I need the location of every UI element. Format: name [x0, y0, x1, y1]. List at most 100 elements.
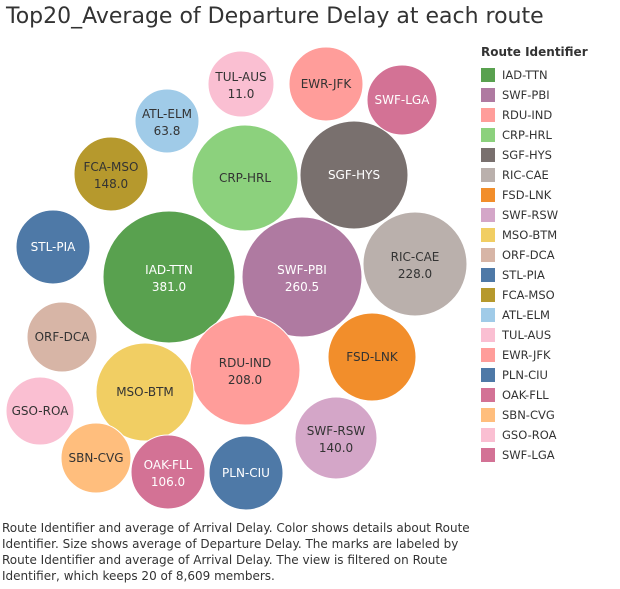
- legend-label: STL-PIA: [502, 268, 545, 282]
- legend-swatch: [481, 148, 495, 162]
- legend-item[interactable]: SWF-PBI: [481, 85, 616, 105]
- bubble-route-label: RDU-IND: [219, 356, 271, 370]
- legend-label: SWF-RSW: [502, 208, 559, 222]
- legend: Route Identifier IAD-TTN SWF-PBI RDU-IND CR…: [481, 45, 616, 465]
- legend-label: RIC-CAE: [502, 168, 549, 182]
- bubble-route-label: PLN-CIU: [222, 466, 270, 480]
- bubble-route-label: STL-PIA: [31, 240, 77, 254]
- legend-swatch: [481, 368, 495, 382]
- legend-swatch: [481, 228, 495, 242]
- legend-swatch: [481, 428, 495, 442]
- legend-swatch: [481, 288, 495, 302]
- bubble-route-label: SWF-PBI: [277, 263, 327, 277]
- legend-title: Route Identifier: [481, 45, 588, 59]
- legend-label: SWF-LGA: [502, 448, 555, 462]
- legend-swatch: [481, 328, 495, 342]
- bubble-value-label: 106.0: [151, 475, 185, 489]
- legend-label: OAK-FLL: [502, 388, 549, 402]
- bubble-route-label: GSO-ROA: [12, 404, 70, 418]
- bubble-mso-btm[interactable]: [95, 342, 195, 442]
- bubble-iad-ttn[interactable]: [102, 210, 236, 344]
- legend-item[interactable]: EWR-JFK: [481, 345, 616, 365]
- legend-swatch: [481, 448, 495, 462]
- bubble-gso-roa[interactable]: [5, 376, 75, 446]
- legend-label: FSD-LNK: [502, 188, 552, 202]
- legend-swatch: [481, 188, 495, 202]
- legend-label: CRP-HRL: [502, 128, 552, 142]
- chart-title: Top20_Average of Departure Delay at each…: [6, 4, 544, 29]
- bubble-sbn-cvg[interactable]: [60, 422, 132, 494]
- bubble-rdu-ind[interactable]: [189, 314, 301, 426]
- bubble-crp-hrl[interactable]: [191, 124, 299, 232]
- legend-item[interactable]: SWF-LGA: [481, 445, 616, 465]
- legend-swatch: [481, 408, 495, 422]
- bubble-route-label: IAD-TTN: [145, 263, 193, 277]
- bubble-oak-fll[interactable]: [130, 434, 206, 510]
- legend-label: SBN-CVG: [502, 408, 555, 422]
- legend-swatch: [481, 208, 495, 222]
- bubble-route-label: ATL-ELM: [142, 107, 192, 121]
- legend-item[interactable]: SBN-CVG: [481, 405, 616, 425]
- bubble-stl-pia[interactable]: [15, 209, 91, 285]
- legend-item[interactable]: STL-PIA: [481, 265, 616, 285]
- legend-label: IAD-TTN: [502, 68, 548, 82]
- bubble-route-label: SWF-RSW: [307, 424, 366, 438]
- legend-item[interactable]: RDU-IND: [481, 105, 616, 125]
- bubble-route-label: EWR-JFK: [301, 77, 353, 91]
- legend-item[interactable]: GSO-ROA: [481, 425, 616, 445]
- legend-item[interactable]: IAD-TTN: [481, 65, 616, 85]
- bubble-swf-lga[interactable]: [366, 64, 438, 136]
- legend-item[interactable]: FCA-MSO: [481, 285, 616, 305]
- bubble-route-label: FSD-LNK: [346, 350, 399, 364]
- bubble-fca-mso[interactable]: [73, 136, 149, 212]
- legend-item[interactable]: MSO-BTM: [481, 225, 616, 245]
- legend-swatch: [481, 68, 495, 82]
- bubble-value-label: 140.0: [319, 441, 353, 455]
- bubble-orf-dca[interactable]: [26, 301, 98, 373]
- legend-label: SGF-HYS: [502, 148, 552, 162]
- legend-swatch: [481, 268, 495, 282]
- bubble-route-label: CRP-HRL: [219, 171, 271, 185]
- legend-item[interactable]: ORF-DCA: [481, 245, 616, 265]
- legend-item[interactable]: SWF-RSW: [481, 205, 616, 225]
- bubble-fsd-lnk[interactable]: [327, 312, 417, 402]
- legend-item[interactable]: RIC-CAE: [481, 165, 616, 185]
- bubble-route-label: RIC-CAE: [391, 250, 440, 264]
- legend-item[interactable]: SGF-HYS: [481, 145, 616, 165]
- legend-item[interactable]: FSD-LNK: [481, 185, 616, 205]
- legend-label: FCA-MSO: [502, 288, 555, 302]
- legend-swatch: [481, 348, 495, 362]
- bubble-value-label: 208.0: [228, 373, 262, 387]
- legend-item[interactable]: OAK-FLL: [481, 385, 616, 405]
- bubble-swf-rsw[interactable]: [294, 396, 378, 480]
- bubble-ewr-jfk[interactable]: [288, 46, 364, 122]
- bubble-atl-elm[interactable]: [134, 88, 200, 154]
- bubble-tul-aus[interactable]: [207, 50, 275, 118]
- bubble-value-label: 148.0: [94, 177, 128, 191]
- legend-swatch: [481, 388, 495, 402]
- bubble-chart: IAD-TTN 381.0 SWF-PBI 260.5 RDU-IND 208.0 CRP-…: [5, 46, 468, 511]
- legend-label: ORF-DCA: [502, 248, 555, 262]
- bubble-route-label: ORF-DCA: [35, 330, 91, 344]
- legend-item[interactable]: ATL-ELM: [481, 305, 616, 325]
- bubble-route-label: FCA-MSO: [84, 160, 139, 174]
- bubble-value-label: 63.8: [154, 124, 181, 138]
- chart-caption: Route Identifier and average of Arrival …: [2, 521, 470, 583]
- legend-swatch: [481, 128, 495, 142]
- bubble-sgf-hys[interactable]: [299, 120, 409, 230]
- legend-item[interactable]: PLN-CIU: [481, 365, 616, 385]
- bubble-swf-pbi[interactable]: [241, 216, 363, 338]
- legend-label: MSO-BTM: [502, 228, 558, 242]
- legend-item[interactable]: TUL-AUS: [481, 325, 616, 345]
- legend-label: EWR-JFK: [502, 348, 551, 362]
- bubble-ric-cae[interactable]: [362, 211, 468, 317]
- legend-item[interactable]: CRP-HRL: [481, 125, 616, 145]
- legend-swatch: [481, 168, 495, 182]
- bubble-pln-ciu[interactable]: [208, 435, 284, 511]
- legend-label: PLN-CIU: [502, 368, 548, 382]
- bubble-route-label: SBN-CVG: [68, 451, 123, 465]
- bubble-value-label: 228.0: [398, 267, 432, 281]
- bubble-route-label: SWF-LGA: [375, 93, 431, 107]
- legend-label: GSO-ROA: [502, 428, 557, 442]
- bubble-route-label: OAK-FLL: [144, 458, 193, 472]
